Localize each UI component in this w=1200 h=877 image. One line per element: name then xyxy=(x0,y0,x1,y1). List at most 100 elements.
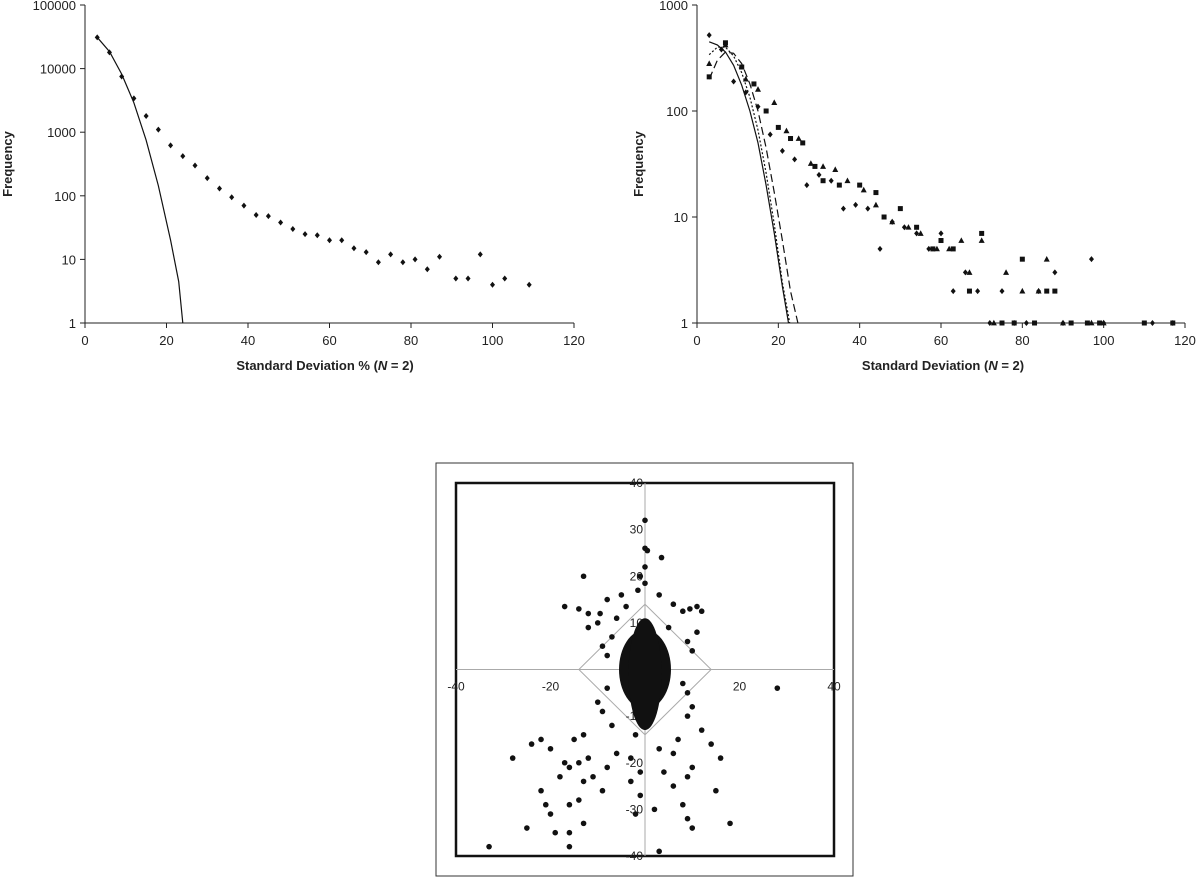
chart-right-point-square xyxy=(999,320,1005,326)
chart-left-point-diamond xyxy=(453,275,459,282)
chart-bottom-point xyxy=(566,764,573,771)
chart-bottom-point xyxy=(684,815,691,822)
chart-right-point-square xyxy=(1044,288,1050,294)
chart-right-point-square xyxy=(1084,320,1090,326)
chart-bottom-point xyxy=(618,592,625,598)
chart-bottom-point xyxy=(637,769,644,775)
chart-bottom-point xyxy=(599,643,606,649)
chart-bottom-point xyxy=(642,580,648,587)
chart-bottom-point xyxy=(557,773,563,780)
chart-bottom-point xyxy=(642,564,648,570)
chart-left-point-diamond xyxy=(241,202,247,209)
chart-right-axes xyxy=(696,5,1185,324)
chart-left-xtick-label: 20 xyxy=(159,333,173,348)
chart-bottom-point xyxy=(597,610,603,617)
chart-left-point-diamond xyxy=(526,281,532,288)
chart-left-xtick-label: 100 xyxy=(482,333,504,348)
chart-right-point-square xyxy=(979,230,985,236)
chart-right-point-triangle xyxy=(771,99,778,106)
chart-right-point-triangle xyxy=(958,237,965,243)
chart-left-point-diamond xyxy=(265,213,271,220)
chart-bottom-point xyxy=(670,783,677,789)
chart-right-point-square xyxy=(836,182,842,188)
chart-bottom-point xyxy=(694,629,700,635)
chart-right-marks xyxy=(706,32,1176,326)
chart-bottom-ytick-label: 20 xyxy=(630,569,644,583)
chart-right-xlabel-head: Standard Deviation ( xyxy=(862,358,989,373)
chart-bottom-point xyxy=(623,603,629,610)
chart-left-xtick-label: 120 xyxy=(563,333,585,348)
chart-bottom-point xyxy=(585,755,592,761)
chart-bottom-xtick-label: -40 xyxy=(447,680,465,694)
chart-bottom-point xyxy=(658,554,665,561)
chart-bottom-point xyxy=(689,648,696,654)
chart-right-xtick-label: 60 xyxy=(934,333,948,348)
chart-right-point-square xyxy=(751,81,757,87)
chart-bottom-point xyxy=(524,825,530,831)
chart-right-ytick-label: 100 xyxy=(666,104,688,119)
chart-bottom-point xyxy=(576,759,582,766)
chart-right-point-triangle xyxy=(722,41,729,48)
chart-right-point-diamond xyxy=(938,230,944,237)
chart-bottom-point xyxy=(774,685,781,691)
chart-bottom-point xyxy=(675,736,681,743)
chart-bottom-point xyxy=(538,736,544,743)
chart-left-xtick-label: 60 xyxy=(322,333,336,348)
chart-right-point-diamond xyxy=(901,224,907,231)
chart-right-point-diamond xyxy=(779,147,785,154)
chart-right-point-triangle xyxy=(820,163,827,169)
chart-bottom-point xyxy=(580,731,587,738)
chart-right-point-triangle xyxy=(832,166,839,173)
chart-bottom-point xyxy=(594,699,601,705)
chart-left-ytick-label: 1 xyxy=(69,316,76,331)
chart-left-point-diamond xyxy=(477,251,483,258)
chart-right-point-triangle xyxy=(978,237,985,243)
chart-right-point-square xyxy=(1052,288,1058,294)
chart-left-point-diamond xyxy=(375,259,381,266)
chart-left-xlabel-head: Standard Deviation % ( xyxy=(236,358,378,373)
chart-bottom-point xyxy=(604,685,610,691)
chart-left-point-diamond xyxy=(192,162,198,169)
chart-right-point-diamond xyxy=(877,245,883,252)
chart-right-point-diamond xyxy=(853,201,859,208)
chart-left-point-diamond xyxy=(363,249,369,256)
chart-bottom-ytick-label: 30 xyxy=(630,523,644,537)
chart-right-point-diamond xyxy=(950,288,956,295)
chart-bottom-ytick-label: 40 xyxy=(630,476,644,490)
chart-right-xtick-label: 100 xyxy=(1093,333,1115,348)
chart-right-point-square xyxy=(739,64,745,70)
chart-right-point-square xyxy=(881,214,887,220)
chart-right-point-triangle xyxy=(933,245,940,252)
chart-bottom-point xyxy=(680,680,686,687)
chart-right-fit-line-5 xyxy=(708,46,791,324)
chart-bottom-point xyxy=(689,825,696,831)
chart-right-point-square xyxy=(1170,320,1176,326)
chart-right-point-triangle xyxy=(1019,287,1026,294)
chart-bottom-point xyxy=(561,759,568,766)
chart-bottom-point xyxy=(613,615,620,622)
chart-bottom-point xyxy=(547,811,554,817)
chart-right-point-triangle xyxy=(889,218,896,225)
chart-right-point-diamond xyxy=(840,205,846,212)
chart-bottom-point xyxy=(576,606,582,612)
chart-bottom-point xyxy=(609,634,615,640)
chart-right-ytick-label: 1000 xyxy=(659,0,688,13)
chart-right-point-diamond xyxy=(731,78,737,85)
chart-bottom-point xyxy=(580,573,587,580)
chart-right-xtick-label: 40 xyxy=(852,333,866,348)
chart-left-point-diamond xyxy=(204,175,210,182)
chart-bottom-point xyxy=(651,806,658,813)
chart-right-ytick-label: 10 xyxy=(674,210,688,225)
chart-bottom-point xyxy=(670,601,677,608)
chart-bottom-point xyxy=(486,843,492,850)
chart-bottom-point xyxy=(635,587,641,594)
chart-bottom-point xyxy=(509,755,516,761)
chart-left-point-diamond xyxy=(412,256,418,263)
chart-left-xlabel: Standard Deviation % (N = 2) xyxy=(236,358,413,373)
chart-bottom-point xyxy=(599,787,606,794)
chart-bottom-frame xyxy=(435,462,854,877)
chart-right-point-triangle xyxy=(783,127,790,134)
chart-right-point-triangle xyxy=(1003,269,1010,275)
